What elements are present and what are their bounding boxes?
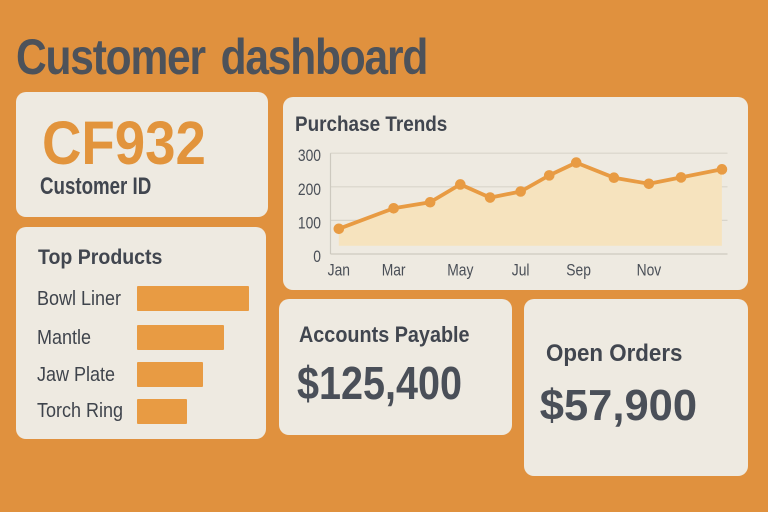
x-axis-tick-label: Jul <box>512 261 530 279</box>
product-bar <box>137 362 203 388</box>
customer-id-label: Customer ID <box>40 174 152 201</box>
y-axis-tick-label: 0 <box>313 248 321 266</box>
product-label: Mantle <box>36 326 91 349</box>
product-label: Jaw Plate <box>36 363 115 386</box>
x-axis-tick-label: Nov <box>637 261 662 279</box>
line-chart-point <box>333 223 345 235</box>
product-label: Bowl Liner <box>36 287 121 310</box>
line-chart-point <box>643 178 655 190</box>
y-axis-tick-label: 300 <box>298 147 321 165</box>
product-bar <box>137 398 187 424</box>
line-chart-point <box>570 157 582 168</box>
y-axis-tick-label: 200 <box>298 181 321 199</box>
x-axis-tick-label: May <box>447 261 474 279</box>
product-row: Jaw Plate <box>16 362 266 388</box>
line-chart-point <box>675 172 687 183</box>
top-products-title: Top Products <box>38 246 163 270</box>
line-chart-point <box>484 192 496 203</box>
line-chart-point <box>515 186 526 197</box>
y-axis-tick-label: 100 <box>298 214 321 232</box>
accounts-payable-card[interactable]: Accounts Payable $125,400 <box>279 299 512 435</box>
product-row: Bowl Liner <box>16 286 266 312</box>
open-orders-card[interactable]: Open Orders $57,900 <box>524 299 748 476</box>
open-orders-value: $57,900 <box>539 382 698 431</box>
line-chart-point <box>424 196 436 208</box>
page-title: Customer dashboard <box>16 29 428 85</box>
line-chart-point <box>716 164 728 175</box>
customer-id-value: CF932 <box>42 109 207 177</box>
product-label: Torch Ring <box>36 400 123 422</box>
open-orders-title: Open Orders <box>545 339 683 367</box>
purchase-trends-line-chart: 0 100 200 300 Jan Mar May Jul Sep Nov <box>298 147 728 280</box>
product-bar <box>137 325 224 351</box>
x-axis-tick-label: Jan <box>328 261 350 279</box>
product-row: Torch Ring <box>16 398 266 424</box>
x-axis-tick-label: Sep <box>566 261 591 279</box>
product-row: Mantle <box>16 325 266 351</box>
product-bar <box>137 286 250 312</box>
x-axis-tick-label: Mar <box>382 261 406 279</box>
purchase-trends-title: Purchase Trends <box>294 113 448 136</box>
line-chart-point <box>388 203 399 214</box>
purchase-trends-card[interactable]: Purchase Trends 0 100 200 300 Jan Mar May Jul Se… <box>283 97 748 290</box>
line-chart-line <box>336 160 724 231</box>
accounts-payable-value: $125,400 <box>296 356 462 409</box>
top-products-card[interactable]: Top Products Bowl Liner Mantle Jaw Plate To… <box>16 227 266 439</box>
customer-id-card[interactable]: CF932 Customer ID <box>16 92 268 217</box>
top-products-bar-chart: Bowl Liner Mantle Jaw Plate Torch Ring <box>16 227 266 439</box>
line-chart-point <box>455 179 466 190</box>
line-chart-area-fill <box>338 162 722 246</box>
line-chart-point <box>543 170 555 181</box>
line-chart-point <box>608 172 620 184</box>
accounts-payable-title: Accounts Payable <box>299 321 470 347</box>
